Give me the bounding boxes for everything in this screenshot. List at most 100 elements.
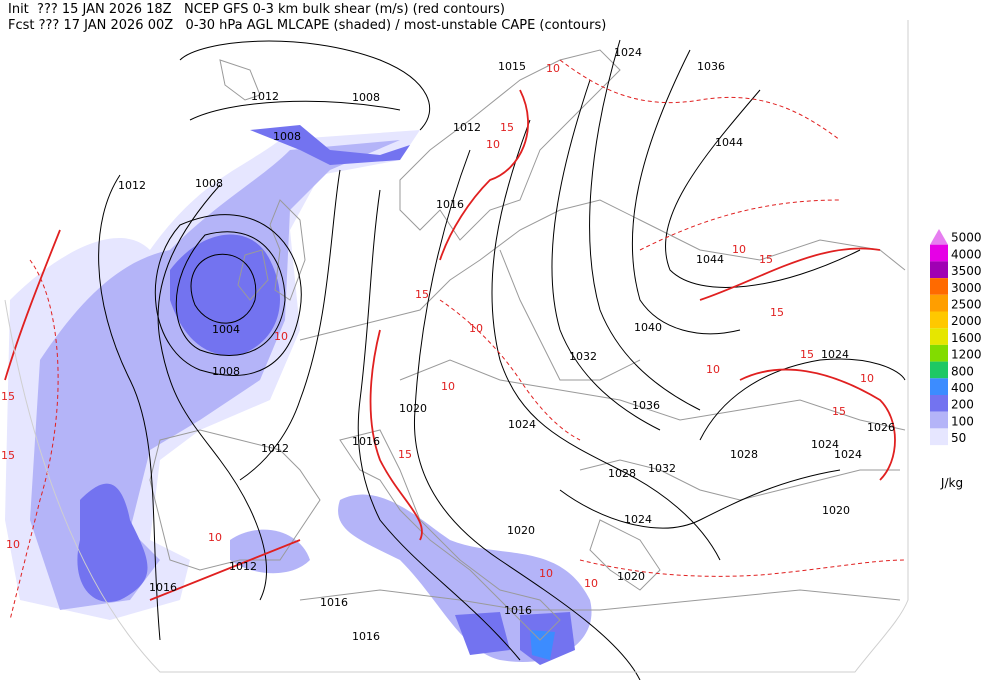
isobar <box>491 119 721 561</box>
shear-label: 15 <box>770 306 784 319</box>
cape-shading <box>5 125 592 665</box>
colorbar-label: 200 <box>951 398 974 412</box>
shear-contour <box>9 259 59 621</box>
isobar <box>413 149 641 681</box>
isobar-label: 1032 <box>648 462 676 475</box>
coastline <box>269 199 306 301</box>
shear-contour <box>369 329 423 541</box>
isobar-label: 1004 <box>212 323 240 336</box>
colorbar-label: 3500 <box>951 264 982 278</box>
isobar-label: 1015 <box>498 60 526 73</box>
shear-label: 15 <box>1 390 15 403</box>
isobar-label: 1040 <box>634 321 662 334</box>
shear-label: 15 <box>759 253 773 266</box>
coastline <box>299 199 906 341</box>
colorbar-unit: J/kg <box>940 476 963 490</box>
isobar-label: 1012 <box>229 560 257 573</box>
shear-label: 10 <box>546 62 560 75</box>
colorbar-label: 2500 <box>951 298 982 312</box>
shear-label: 10 <box>486 138 500 151</box>
isobar-label: 1044 <box>696 253 724 266</box>
colorbar-label: 3000 <box>951 281 982 295</box>
colorbar-label: 800 <box>951 364 974 378</box>
coastline <box>339 429 561 641</box>
coastlines <box>149 49 906 641</box>
isobar-label: 1024 <box>624 513 652 526</box>
isobar <box>154 214 302 376</box>
shear-label: 10 <box>860 372 874 385</box>
shear-label: 15 <box>800 348 814 361</box>
colorbar: 5000 4000 3500 3000 2500 2000 1600 1200 800 400 20… <box>930 229 982 490</box>
shear-label: 10 <box>732 243 746 256</box>
shear-label: 15 <box>415 288 429 301</box>
map-boundary <box>4 20 909 673</box>
coastline <box>219 59 261 101</box>
shear-contour <box>439 299 581 441</box>
isobar <box>239 169 341 481</box>
colorbar-swatch <box>930 328 948 345</box>
cape-shading <box>530 630 555 660</box>
isobar-label: 1012 <box>261 442 289 455</box>
shear-contour <box>559 59 841 141</box>
isobar <box>589 39 701 411</box>
isobar-label: 1016 <box>352 435 380 448</box>
isobar-label: 1016 <box>320 596 348 609</box>
isobar-label: 1016 <box>149 581 177 594</box>
isobar-label: 1008 <box>273 130 301 143</box>
colorbar-swatch <box>930 428 948 446</box>
isobar-label: 1032 <box>569 350 597 363</box>
isobar-label: 1008 <box>195 177 223 190</box>
shear-label: 10 <box>706 363 720 376</box>
isobar-label: 1024 <box>811 438 839 451</box>
shear-labels: 1515151515151515151010101010101010101010… <box>1 62 874 590</box>
isobar-label: 1036 <box>697 60 725 73</box>
isobar-label: 1020 <box>507 524 535 537</box>
shear-label: 10 <box>274 330 288 343</box>
colorbar-swatch <box>930 344 948 362</box>
colorbar-swatch <box>930 294 948 312</box>
isobar <box>179 40 430 131</box>
isobar <box>190 253 257 324</box>
coastline <box>149 429 321 571</box>
coastline <box>499 249 641 381</box>
coastline <box>589 519 661 591</box>
colorbar-label: 5000 <box>951 231 982 245</box>
isobar-label: 1016 <box>352 630 380 643</box>
shear-contour <box>579 559 906 577</box>
isobar-label: 1012 <box>118 179 146 192</box>
shear-contour <box>439 89 529 261</box>
isobar-label: 1024 <box>508 418 536 431</box>
isobar-label: 1008 <box>352 91 380 104</box>
shear-label: 10 <box>208 531 222 544</box>
isobar-label: 1044 <box>715 136 743 149</box>
header-line-1: Init ??? 15 JAN 2026 18Z NCEP GFS 0-3 km… <box>8 2 505 17</box>
shear-contour <box>739 368 896 481</box>
colorbar-swatch <box>930 244 948 262</box>
colorbar-swatch <box>930 395 948 412</box>
coastline <box>399 359 906 431</box>
isobar-label: 1026 <box>867 421 895 434</box>
shear-contour <box>699 247 881 301</box>
isobar-label: 1020 <box>617 570 645 583</box>
map-boundary <box>4 20 909 673</box>
header-line-2: Fcst ??? 17 JAN 2026 00Z 0-30 hPa AGL ML… <box>8 18 606 33</box>
shear-label: 10 <box>6 538 20 551</box>
cape-shading <box>250 125 410 165</box>
isobar-label: 1016 <box>436 198 464 211</box>
isobar <box>357 189 521 661</box>
isobar-label: 1024 <box>821 348 849 361</box>
cape-shading <box>77 483 148 602</box>
isobar <box>631 49 741 335</box>
isobar <box>551 79 661 431</box>
shear-label: 10 <box>469 322 483 335</box>
shear-label: 15 <box>832 405 846 418</box>
cape-shading <box>170 234 280 356</box>
shear-label: 15 <box>1 449 15 462</box>
colorbar-label: 4000 <box>951 247 982 261</box>
isobar <box>699 358 906 441</box>
isobar-label: 1024 <box>834 448 862 461</box>
isobar <box>665 89 861 288</box>
coastline <box>399 49 621 241</box>
colorbar-label: 2000 <box>951 314 982 328</box>
